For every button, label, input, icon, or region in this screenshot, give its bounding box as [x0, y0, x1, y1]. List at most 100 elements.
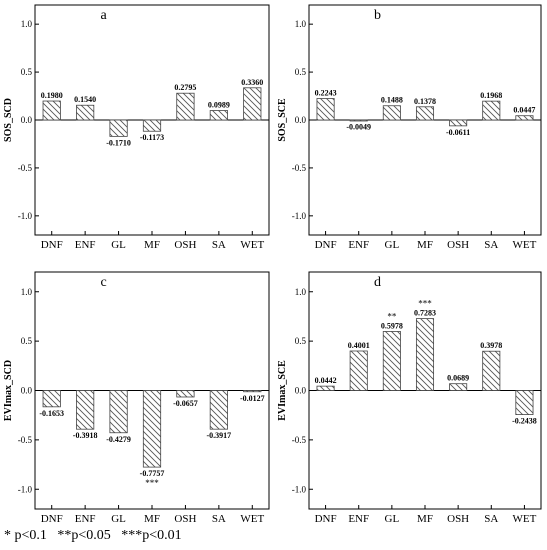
category-label: DNF: [315, 239, 337, 251]
y-tick-label: -1.0: [18, 211, 33, 221]
y-tick-label: -1.0: [292, 211, 307, 221]
category-label: DNF: [315, 513, 337, 525]
category-label: SA: [484, 239, 498, 251]
data-label: 0.1968: [480, 91, 502, 100]
data-label: -0.4279: [106, 435, 131, 444]
data-label: 0.1980: [41, 91, 63, 100]
data-label: -0.3917: [207, 431, 232, 440]
panel-d: d -1.0 -0.5 0.0 0.5 1.0 EVImax_SCE 0.0442 DNF 0.4…: [277, 271, 542, 525]
data-label: -0.2438: [512, 417, 537, 426]
bar-dnf: [316, 98, 335, 121]
y-axis-label: EVImax_SCE: [277, 360, 288, 421]
data-label: 0.0442: [315, 376, 337, 385]
significance-stars: ***: [418, 299, 432, 309]
category-label: OSH: [174, 239, 196, 251]
data-label: 0.1488: [381, 96, 403, 105]
y-axis-label: SOS_SCE: [277, 98, 288, 142]
data-label: 0.5978: [381, 321, 403, 330]
bar-sa: [209, 390, 228, 430]
data-label: 0.2243: [315, 89, 337, 98]
y-tick-label: -1.0: [292, 484, 307, 494]
y-tick-label: 0.0: [295, 115, 307, 125]
data-label: -0.1710: [106, 138, 131, 147]
bar-sa: [482, 350, 501, 391]
y-tick-label: -0.5: [18, 435, 33, 445]
panel-b: b -1.0 -0.5 0.0 0.5 1.0 SOS_SCE 0.2243 DNF -0.004…: [277, 4, 542, 251]
y-tick-label: 0.5: [295, 336, 307, 346]
bar-wet: [243, 390, 262, 393]
data-label: -0.0049: [346, 122, 371, 131]
category-label: GL: [385, 239, 400, 251]
y-tick-label: -1.0: [18, 484, 33, 494]
y-tick-label: -0.5: [292, 163, 307, 173]
data-label: 0.3978: [480, 341, 502, 350]
category-label: DNF: [41, 513, 63, 525]
category-label: WET: [513, 513, 537, 525]
y-tick-label: -0.5: [18, 163, 33, 173]
y-tick-label: 0.5: [21, 336, 33, 346]
panel-a: a -1.0 -0.5 0.0 0.5 1.0 SOS_SCD 0.1980 DNF 0.1540…: [3, 4, 270, 251]
bar-wet: [243, 87, 262, 121]
data-label: 0.2795: [174, 83, 196, 92]
category-label: OSH: [447, 513, 469, 525]
y-tick-label: 0.5: [21, 67, 33, 77]
category-label: WET: [240, 239, 264, 251]
bar-osh: [176, 92, 195, 121]
significance-legend: * p<0.1 **p<0.05 ***p<0.01: [4, 528, 182, 543]
data-label: -0.0657: [173, 399, 198, 408]
bar-wet: [515, 115, 534, 121]
data-label: -0.7757: [140, 469, 165, 478]
category-label: SA: [484, 513, 498, 525]
data-label: 0.0689: [447, 374, 469, 383]
category-label: OSH: [174, 513, 196, 525]
panel-letter: c: [101, 275, 107, 290]
data-label: 0.4001: [348, 341, 370, 350]
y-tick-label: 1.0: [21, 19, 33, 29]
data-label: -0.3918: [73, 431, 98, 440]
category-label: DNF: [41, 239, 63, 251]
category-label: WET: [240, 513, 264, 525]
y-tick-label: 1.0: [295, 287, 307, 297]
category-label: MF: [144, 513, 160, 525]
y-tick-label: 0.0: [21, 115, 33, 125]
data-label: -0.1653: [39, 409, 64, 418]
panel-c: c -1.0 -0.5 0.0 0.5 1.0 EVImax_SCD -0.1653 DNF -0…: [3, 271, 270, 525]
bar-gl: [109, 390, 128, 434]
category-label: ENF: [75, 239, 96, 251]
bar-gl: [382, 105, 401, 121]
bar-dnf: [42, 100, 61, 121]
bar-sa: [209, 110, 228, 121]
category-label: ENF: [348, 239, 369, 251]
bar-enf: [349, 350, 368, 391]
data-label: -0.0127: [240, 394, 265, 403]
panel-letter: d: [374, 275, 381, 290]
data-label: -0.0611: [446, 128, 470, 137]
bar-sa: [482, 100, 501, 121]
y-axis-label: SOS_SCD: [3, 98, 14, 142]
y-axis-label: EVImax_SCD: [3, 360, 14, 421]
bar-enf: [76, 104, 95, 121]
y-tick-label: 0.5: [295, 67, 307, 77]
significance-stars: **: [387, 311, 397, 321]
category-label: SA: [212, 513, 226, 525]
bar-osh: [176, 390, 195, 398]
category-label: MF: [144, 239, 160, 251]
y-tick-label: 0.0: [295, 386, 307, 396]
category-label: WET: [513, 239, 537, 251]
category-label: SA: [212, 239, 226, 251]
panel-letter: b: [374, 8, 381, 23]
category-label: GL: [385, 513, 400, 525]
category-label: GL: [111, 513, 126, 525]
bar-mf: [142, 119, 162, 132]
bar-osh: [449, 383, 468, 391]
data-label: 0.1540: [74, 95, 96, 104]
category-label: MF: [417, 513, 433, 525]
data-label: 0.0989: [208, 101, 230, 110]
bar-dnf: [42, 390, 61, 408]
data-label: 0.7283: [414, 309, 436, 318]
category-label: MF: [417, 239, 433, 251]
bar-mf: [415, 318, 435, 391]
significance-stars: ***: [145, 478, 159, 488]
bar-gl: [382, 331, 401, 391]
